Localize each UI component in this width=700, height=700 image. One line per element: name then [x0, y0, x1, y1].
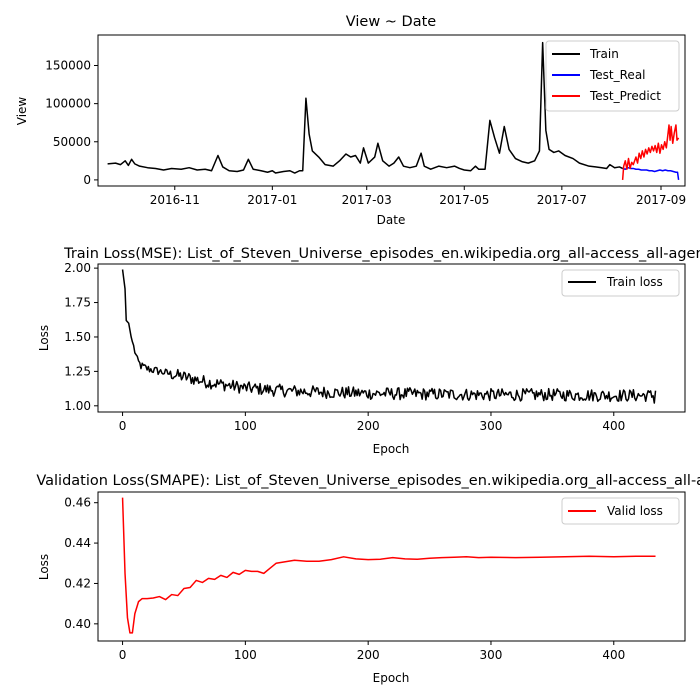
chart1-xlabel: Date	[377, 213, 406, 227]
chart2-frame	[97, 263, 686, 413]
x-tick-label: 2016-11	[150, 193, 200, 207]
legend-label-train-loss: Train loss	[606, 275, 663, 289]
x-tick-label: 2017-09	[636, 193, 686, 207]
chart3-series	[121, 497, 656, 634]
chart2-legend-box	[561, 269, 680, 297]
series-train-loss-line	[121, 269, 657, 404]
chart1-legend: Train Test_Real Test_Predict	[545, 40, 680, 112]
y-tick-label: 1.75	[64, 296, 91, 310]
x-tick-label: 0	[119, 419, 127, 433]
chart2-title: Train Loss(MSE): List_of_Steven_Universe…	[63, 246, 700, 262]
x-tick-label: 300	[480, 648, 503, 662]
y-tick-label: 150000	[45, 59, 91, 73]
x-tick-label: 300	[480, 419, 503, 433]
chart-valid-loss: Validation Loss(SMAPE): List_of_Steven_U…	[36, 473, 700, 685]
chart1-ylabel: View	[15, 97, 29, 126]
x-tick-label: 0	[119, 648, 127, 662]
chart3-ylabel: Loss	[37, 554, 51, 580]
y-tick-label: 0.44	[64, 536, 91, 550]
series-train-line	[107, 41, 623, 174]
x-tick-label: 100	[234, 648, 257, 662]
chart3-ticks: 0 100 200 300 400 0.40 0.42 0.44 0.46	[64, 496, 625, 662]
x-tick-label: 400	[602, 419, 625, 433]
legend-label-valid-loss: Valid loss	[607, 504, 663, 518]
y-tick-label: 1.25	[64, 364, 91, 378]
x-tick-label: 200	[357, 419, 380, 433]
chart3-frame	[97, 491, 686, 642]
chart-train-loss: Train Loss(MSE): List_of_Steven_Universe…	[37, 246, 700, 456]
chart1-legend-box	[545, 40, 680, 112]
legend-label-train: Train	[589, 47, 619, 61]
x-tick-label: 400	[602, 648, 625, 662]
y-tick-label: 50000	[53, 135, 91, 149]
chart3-legend: Valid loss	[561, 497, 680, 525]
y-tick-label: 0	[83, 173, 91, 187]
series-test-real-line	[622, 166, 680, 181]
x-tick-label: 200	[357, 648, 380, 662]
y-tick-label: 1.00	[64, 399, 91, 413]
y-tick-label: 100000	[45, 97, 91, 111]
chart1-ticks: 2016-11 2017-01 2017-03 2017-05 2017-07 2017-…	[45, 59, 686, 207]
chart3-title: Validation Loss(SMAPE): List_of_Steven_U…	[36, 473, 700, 489]
chart2-xlabel: Epoch	[373, 442, 410, 456]
chart3-legend-box	[561, 497, 680, 525]
legend-label-test-real: Test_Real	[589, 68, 646, 82]
x-tick-label: 100	[234, 419, 257, 433]
y-tick-label: 0.46	[64, 496, 91, 510]
chart-view-date: View ~ Date 2016-11 2017-01 2017-03 2017-05…	[15, 14, 686, 227]
series-valid-loss-line	[121, 497, 656, 634]
chart1-series	[107, 41, 680, 181]
x-tick-label: 2017-03	[342, 193, 392, 207]
legend-label-test-predict: Test_Predict	[589, 89, 661, 103]
chart1-frame	[97, 34, 686, 187]
chart2-ticks: 0 100 200 300 400 1.00 1.25 1.50 1.75 2.00	[64, 261, 625, 433]
chart2-legend: Train loss	[561, 269, 680, 297]
x-tick-label: 2017-07	[537, 193, 587, 207]
chart1-title: View ~ Date	[346, 14, 437, 30]
x-tick-label: 2017-01	[247, 193, 297, 207]
chart2-series	[121, 269, 657, 404]
y-tick-label: 1.50	[64, 330, 91, 344]
x-tick-label: 2017-05	[439, 193, 489, 207]
y-tick-label: 2.00	[64, 261, 91, 275]
series-test-predict-line	[621, 124, 680, 180]
chart3-xlabel: Epoch	[373, 671, 410, 685]
y-tick-label: 0.42	[64, 576, 91, 590]
chart2-ylabel: Loss	[37, 325, 51, 351]
y-tick-label: 0.40	[64, 617, 91, 631]
